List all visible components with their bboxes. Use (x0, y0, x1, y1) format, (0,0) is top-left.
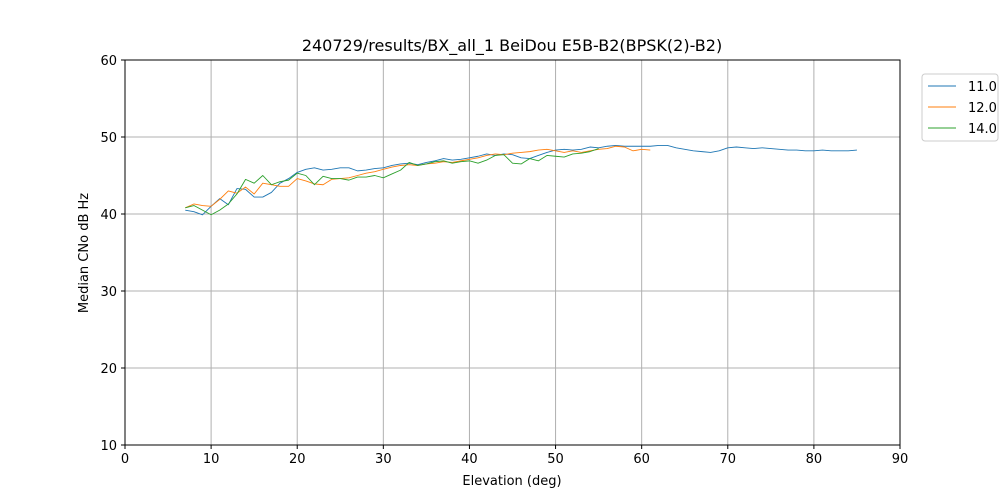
axis-ticks: 0 10 20 30 40 50 60 70 80 90 10 20 30 40 50 60 (100, 54, 908, 467)
x-tick-label: 80 (806, 452, 823, 467)
y-tick-label: 50 (100, 131, 117, 146)
x-tick-label: 90 (892, 452, 909, 467)
y-axis-label: Median CNo dB Hz (77, 193, 92, 313)
y-tick-label: 60 (100, 54, 117, 69)
x-axis-label: Elevation (deg) (462, 474, 561, 489)
x-tick-label: 40 (461, 452, 478, 467)
legend-label: 14.0 (968, 122, 997, 137)
y-tick-label: 40 (100, 208, 117, 223)
series-lines (185, 145, 857, 216)
grid (124, 59, 901, 446)
y-tick-label: 10 (100, 439, 117, 454)
x-tick-label: 70 (720, 452, 737, 467)
x-tick-label: 60 (633, 452, 650, 467)
legend-label: 12.0 (968, 101, 997, 116)
legend-box (921, 73, 999, 142)
x-tick-label: 10 (203, 452, 220, 467)
x-tick-label: 20 (289, 452, 306, 467)
legend-label: 11.0 (968, 80, 997, 95)
plot-frame (124, 59, 901, 446)
x-tick-label: 0 (121, 452, 129, 467)
chart-title: 240729/results/BX_all_1 BeiDou E5B-B2(BP… (302, 36, 722, 56)
y-tick-label: 30 (100, 285, 117, 300)
x-tick-label: 30 (375, 452, 392, 467)
series-line-14.0 (185, 148, 599, 216)
legend: 11.0 12.0 14.0 (921, 73, 999, 142)
series-line-12.0 (185, 145, 651, 209)
x-tick-label: 50 (547, 452, 564, 467)
y-tick-label: 20 (100, 362, 117, 377)
series-line-11.0 (185, 145, 857, 216)
